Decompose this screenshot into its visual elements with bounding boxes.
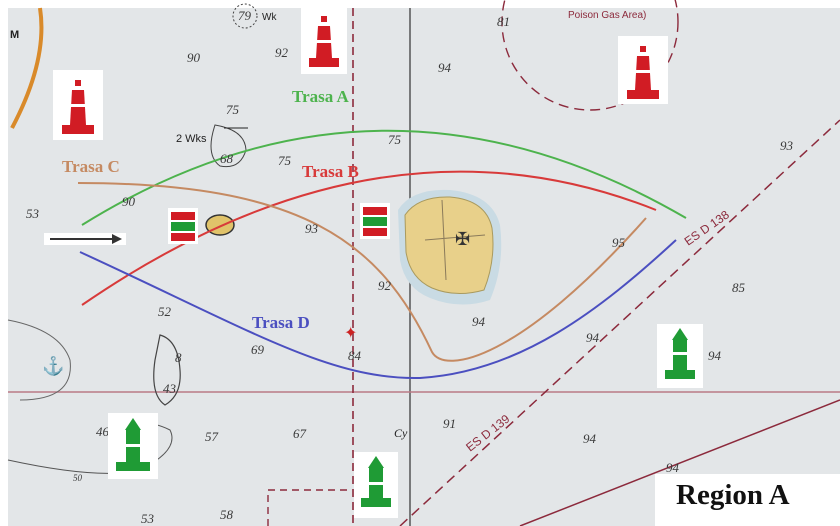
route-a-line	[81, 129, 687, 226]
depth-sounding: 95	[612, 235, 626, 250]
depth-sounding: 94	[472, 314, 486, 329]
red-lateral-buoy-icon	[618, 36, 668, 104]
wreck-label: Wk	[262, 12, 277, 23]
depth-sounding: 53	[26, 206, 40, 221]
green-lateral-buoy-icon	[354, 452, 398, 518]
depth-sounding: 57	[205, 429, 219, 444]
depth-sounding: 94	[438, 60, 452, 75]
arrow-icon	[44, 233, 126, 245]
depth-soundings: 79 90 92 94 81 75 68 75 75 93 53 90 93 9…	[26, 8, 794, 526]
wrecks-label: 2 Wks	[176, 133, 207, 145]
depth-sounding: 43	[163, 381, 177, 396]
depth-sounding: 53	[141, 511, 155, 526]
depth-sounding: 67	[293, 426, 307, 441]
depth-sounding: 90	[187, 50, 201, 65]
anchor-icon: ✠	[455, 229, 470, 249]
cable-label: Cy	[394, 426, 408, 440]
depth-sounding: 52	[158, 304, 172, 319]
red-green-junction-mark-icon	[168, 208, 198, 244]
depth-sounding: 94	[586, 330, 600, 345]
red-green-junction-mark-icon	[360, 203, 390, 239]
depth-sounding: 93	[305, 221, 319, 236]
route-b-label: Trasa B	[302, 162, 359, 181]
route-d-line	[79, 239, 677, 380]
depth-sounding: 90	[122, 194, 136, 209]
depth-sounding: 91	[443, 416, 456, 431]
green-lateral-buoy-icon	[657, 324, 703, 388]
light-icon: ✦	[344, 325, 357, 342]
depth-sounding: 92	[275, 45, 289, 60]
island: ✠	[398, 189, 502, 305]
depth-sounding: 58	[220, 507, 234, 522]
route-c-line	[77, 182, 647, 362]
depth-sounding: 94	[583, 431, 597, 446]
depth-sounding: 92	[378, 278, 392, 293]
separation-line-2	[519, 399, 840, 526]
red-lateral-buoy-icon	[53, 70, 103, 140]
depth-sounding: 94	[708, 348, 722, 363]
coast-label: M	[10, 29, 19, 41]
gas-area-circle	[501, 0, 679, 111]
depth-sounding: 69	[251, 342, 265, 357]
depth-sounding: 8	[175, 350, 182, 365]
depth-sounding: 84	[348, 348, 362, 363]
route-b-line	[81, 170, 657, 306]
red-lateral-buoy-icon	[301, 8, 347, 74]
region-label-box	[655, 474, 840, 526]
depth-sounding: 85	[732, 280, 746, 295]
route-c-label: Trasa C	[62, 157, 120, 176]
coastline	[10, 7, 44, 129]
region-label: Region A	[676, 479, 790, 511]
depth-sounding: 75	[388, 132, 402, 147]
depth-sounding: 50	[73, 473, 83, 483]
route-a-label: Trasa A	[292, 87, 350, 106]
route-d-label: Trasa D	[252, 313, 310, 332]
green-lateral-buoy-icon	[108, 413, 158, 479]
depth-sounding: 46	[96, 424, 110, 439]
depth-sounding: 94	[666, 460, 680, 475]
depth-sounding: 75	[226, 102, 240, 117]
depth-sounding: 75	[278, 153, 292, 168]
depth-sounding: 68	[220, 151, 234, 166]
gas-area-label: Poison Gas Area)	[568, 10, 646, 21]
depth-sounding: 93	[780, 138, 794, 153]
separation-line	[399, 119, 840, 526]
wreck-icon: ⚓	[42, 355, 64, 376]
depth-sounding: 81	[497, 14, 510, 29]
depth-sounding: 79	[238, 8, 252, 23]
